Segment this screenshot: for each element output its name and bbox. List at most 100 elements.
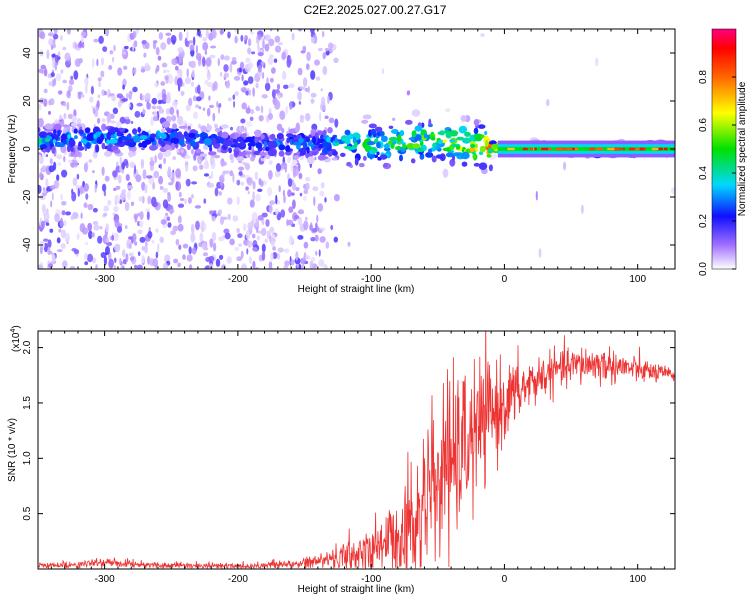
spectrogram-noise-blob <box>136 102 143 107</box>
spectrogram-noise-blob <box>152 116 159 122</box>
spectrogram-signal-blob <box>361 119 369 124</box>
spectrogram-noise-blob <box>260 61 265 66</box>
spectrogram-noise-blob <box>171 177 175 184</box>
spectrogram-noise-blob <box>81 94 85 98</box>
spectrogram-noise-blob <box>219 29 224 35</box>
spectrogram-signal-blob <box>278 150 285 157</box>
snr-panel: -300 -200 -100 0 100 0.5 1.0 1.5 2.0 Height of … <box>7 325 676 595</box>
spectrogram-noise-blob <box>54 62 58 71</box>
spectrogram-signal-blob <box>206 124 212 131</box>
spectrogram-signal-blob <box>190 141 197 147</box>
spectrogram-noise-blob <box>92 221 99 225</box>
spectrogram-noise-blob <box>195 52 202 61</box>
spectrogram-noise-blob <box>49 185 56 190</box>
spectrogram-noise-blob <box>157 152 163 161</box>
spectrogram-band-peak <box>607 147 615 151</box>
y-tick-label: 0 <box>22 146 33 152</box>
spectrogram-noise-blob <box>535 190 538 201</box>
spectrogram-noise-blob <box>209 54 216 59</box>
spectrogram-noise-blob <box>103 255 107 266</box>
spectrogram-x-axis-title: Height of straight line (km) <box>298 284 415 295</box>
spectrogram-noise-blob <box>275 194 278 205</box>
spectrogram-noise-blob <box>178 56 183 65</box>
spectrogram-noise-blob <box>108 65 113 70</box>
spectrogram-noise-blob <box>319 112 322 122</box>
spectrogram-noise-blob <box>165 108 170 115</box>
spectrogram-noise-blob <box>158 108 165 114</box>
spectrogram-signal-blob <box>178 125 188 129</box>
spectrogram-noise-blob <box>163 157 167 164</box>
spectrogram-noise-blob <box>92 170 95 174</box>
spectrogram-noise-blob <box>50 200 53 208</box>
spectrogram-noise-blob <box>126 190 131 200</box>
spectrogram-noise-blob <box>287 156 292 164</box>
spectrogram-signal-blob <box>84 127 91 134</box>
spectrogram-noise-blob <box>162 199 169 209</box>
spectrogram-noise-blob <box>538 248 542 258</box>
spectrogram-noise-blob <box>220 54 225 60</box>
spectrogram-noise-blob <box>56 249 63 253</box>
spectrogram-noise-blob <box>71 191 77 202</box>
spectrogram-noise-blob <box>70 75 74 81</box>
spectrogram-noise-blob <box>59 217 64 228</box>
spectrogram-noise-blob <box>257 215 264 221</box>
spectrogram-signal-blob <box>470 143 476 148</box>
spectrogram-noise-blob <box>133 40 138 48</box>
spectrogram-noise-blob <box>154 82 158 88</box>
spectrogram-noise-blob <box>100 57 104 66</box>
spectrogram-signal-blob <box>430 136 436 141</box>
spectrogram-noise-blob <box>272 246 276 251</box>
spectrogram-noise-blob <box>77 92 82 100</box>
spectrogram-signal-blob <box>487 148 493 154</box>
spectrogram-noise-blob <box>105 238 110 243</box>
spectrogram-signal-blob <box>431 155 437 163</box>
spectrogram-signal-blob <box>213 154 221 159</box>
spectrogram-noise-blob <box>113 265 116 269</box>
spectrogram-noise-blob <box>185 178 191 187</box>
spectrogram-noise-blob <box>206 107 211 117</box>
spectrogram-noise-blob <box>283 84 289 90</box>
spectrogram-noise-blob <box>234 91 239 96</box>
spectrogram-signal-blob <box>306 146 310 154</box>
spectrogram-band-peak <box>547 147 552 151</box>
spectrogram-noise-blob <box>315 250 318 256</box>
spectrogram-noise-blob <box>177 262 181 268</box>
spectrogram-noise-blob <box>195 96 202 102</box>
spectrogram-signal-blob <box>41 138 46 144</box>
spectrogram-signal-blob <box>236 156 245 162</box>
spectrogram-noise-blob <box>209 238 214 248</box>
spectrogram-noise-blob <box>134 164 136 175</box>
spectrogram-signal-blob <box>170 142 176 151</box>
spectrogram-noise-blob <box>236 227 240 234</box>
spectrogram-noise-blob <box>174 65 179 71</box>
spectrogram-noise-blob <box>220 161 227 166</box>
spectrogram-signal-blob <box>95 144 100 153</box>
spectrogram-y-ticks: -40 -20 0 20 40 <box>22 47 675 252</box>
spectrogram-signal-blob <box>172 130 178 137</box>
spectrogram-noise-blob <box>62 79 67 84</box>
spectrogram-noise-blob <box>272 252 278 259</box>
spectrogram-noise-blob <box>97 235 103 244</box>
spectrogram-noise-blob <box>100 70 105 78</box>
spectrogram-noise-blob <box>177 203 185 208</box>
spectrogram-noise-blob <box>270 252 274 261</box>
spectrogram-signal-blob <box>203 138 212 146</box>
spectrogram-noise-blob <box>113 257 117 264</box>
spectrogram-y-axis-title: Frequency (Hz) <box>7 115 18 184</box>
spectrogram-noise-blob <box>143 52 147 58</box>
spectrogram-noise-blob <box>103 205 109 212</box>
spectrogram-noise-blob <box>324 197 327 203</box>
spectrogram-signal-blob <box>395 146 402 151</box>
spectrogram-signal-blob <box>374 126 383 133</box>
spectrogram-noise-blob <box>104 251 108 256</box>
spectrogram-noise-blob <box>247 38 252 47</box>
spectrogram-band-peak <box>574 147 579 151</box>
spectrogram-signal-blob <box>411 109 421 117</box>
spectrogram-signal-blob <box>110 134 116 139</box>
spectrogram-noise-blob <box>152 40 158 44</box>
spectrogram-noise-blob <box>43 211 50 222</box>
spectrogram-noise-blob <box>317 203 324 212</box>
spectrogram-noise-blob <box>247 76 254 84</box>
spectrogram-noise-blob <box>170 230 177 236</box>
